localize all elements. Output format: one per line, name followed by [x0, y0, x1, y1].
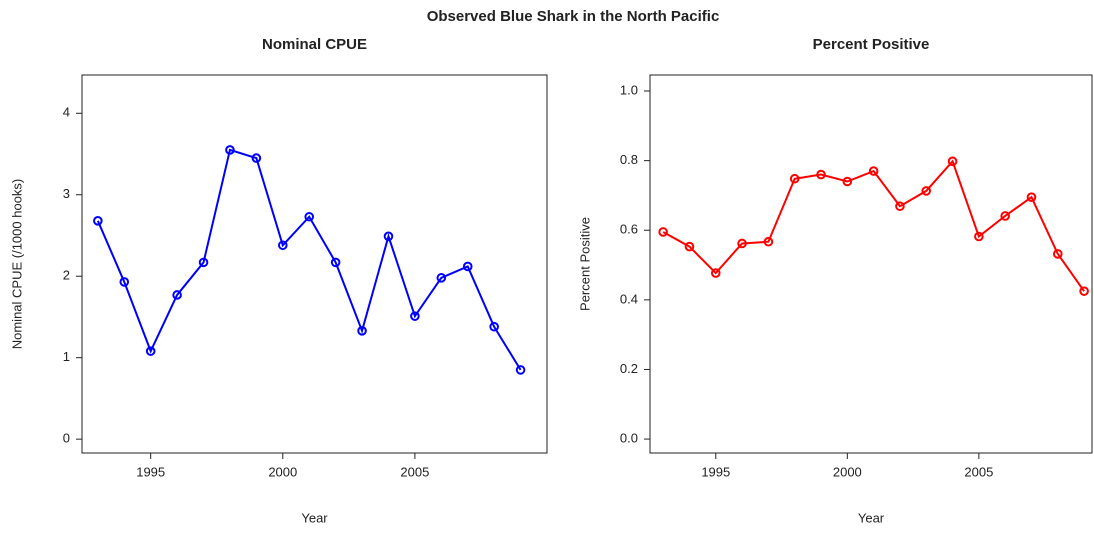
point — [145, 346, 156, 356]
point — [225, 145, 235, 155]
point — [462, 261, 473, 272]
plot-box — [81, 74, 548, 454]
point — [93, 216, 103, 226]
x-tick-label: 2005 — [400, 464, 429, 479]
point — [1079, 286, 1089, 296]
point — [921, 186, 932, 196]
y-axis-label: Nominal CPUE (/1000 hooks) — [9, 179, 24, 350]
point — [710, 268, 721, 278]
x-tick-label: 2000 — [833, 464, 862, 479]
x-tick-label: 1995 — [701, 464, 730, 479]
point — [974, 231, 984, 242]
point — [119, 277, 130, 287]
point — [947, 156, 958, 167]
point — [868, 166, 879, 176]
series-line — [96, 148, 522, 371]
y-tick-label: 0.6 — [620, 222, 638, 237]
point — [737, 238, 747, 249]
figure-title: Observed Blue Shark in the North Pacific — [427, 8, 720, 25]
point — [489, 321, 499, 332]
point — [842, 176, 853, 187]
point — [816, 169, 826, 180]
point — [304, 211, 315, 222]
y-tick-label: 1.0 — [620, 82, 638, 97]
chart-title: Nominal CPUE — [262, 36, 367, 53]
y-tick-label: 1 — [63, 349, 70, 364]
point — [277, 240, 288, 251]
point — [198, 257, 209, 268]
point — [789, 173, 800, 184]
x-tick-label: 2005 — [964, 464, 993, 479]
y-tick-label: 0 — [63, 431, 70, 446]
point — [895, 201, 905, 212]
series-line — [662, 159, 1085, 292]
x-axis-label: Year — [858, 510, 885, 525]
y-tick-label: 0.8 — [620, 152, 638, 167]
x-tick-label: 2000 — [268, 464, 297, 479]
point — [251, 153, 262, 163]
point — [383, 231, 394, 242]
y-tick-label: 0.4 — [620, 291, 638, 306]
point — [1000, 211, 1010, 221]
chart-title: Percent Positive — [813, 36, 930, 53]
point — [684, 241, 695, 252]
point — [658, 227, 668, 237]
y-tick-label: 4 — [63, 105, 70, 120]
y-tick-label: 0.2 — [620, 361, 638, 376]
point — [1052, 249, 1063, 259]
y-tick-label: 2 — [63, 268, 70, 283]
point — [1026, 192, 1037, 202]
x-tick-label: 1995 — [136, 464, 165, 479]
x-axis-label: Year — [301, 510, 328, 525]
point — [172, 290, 182, 300]
point — [410, 311, 420, 321]
point — [515, 365, 526, 375]
y-axis-label: Percent Positive — [577, 217, 592, 311]
point — [436, 273, 447, 283]
y-tick-label: 0.0 — [620, 431, 638, 446]
y-tick-label: 3 — [63, 186, 70, 201]
plot-box — [649, 74, 1093, 454]
point — [763, 236, 774, 247]
point — [357, 326, 367, 336]
point — [330, 257, 341, 268]
